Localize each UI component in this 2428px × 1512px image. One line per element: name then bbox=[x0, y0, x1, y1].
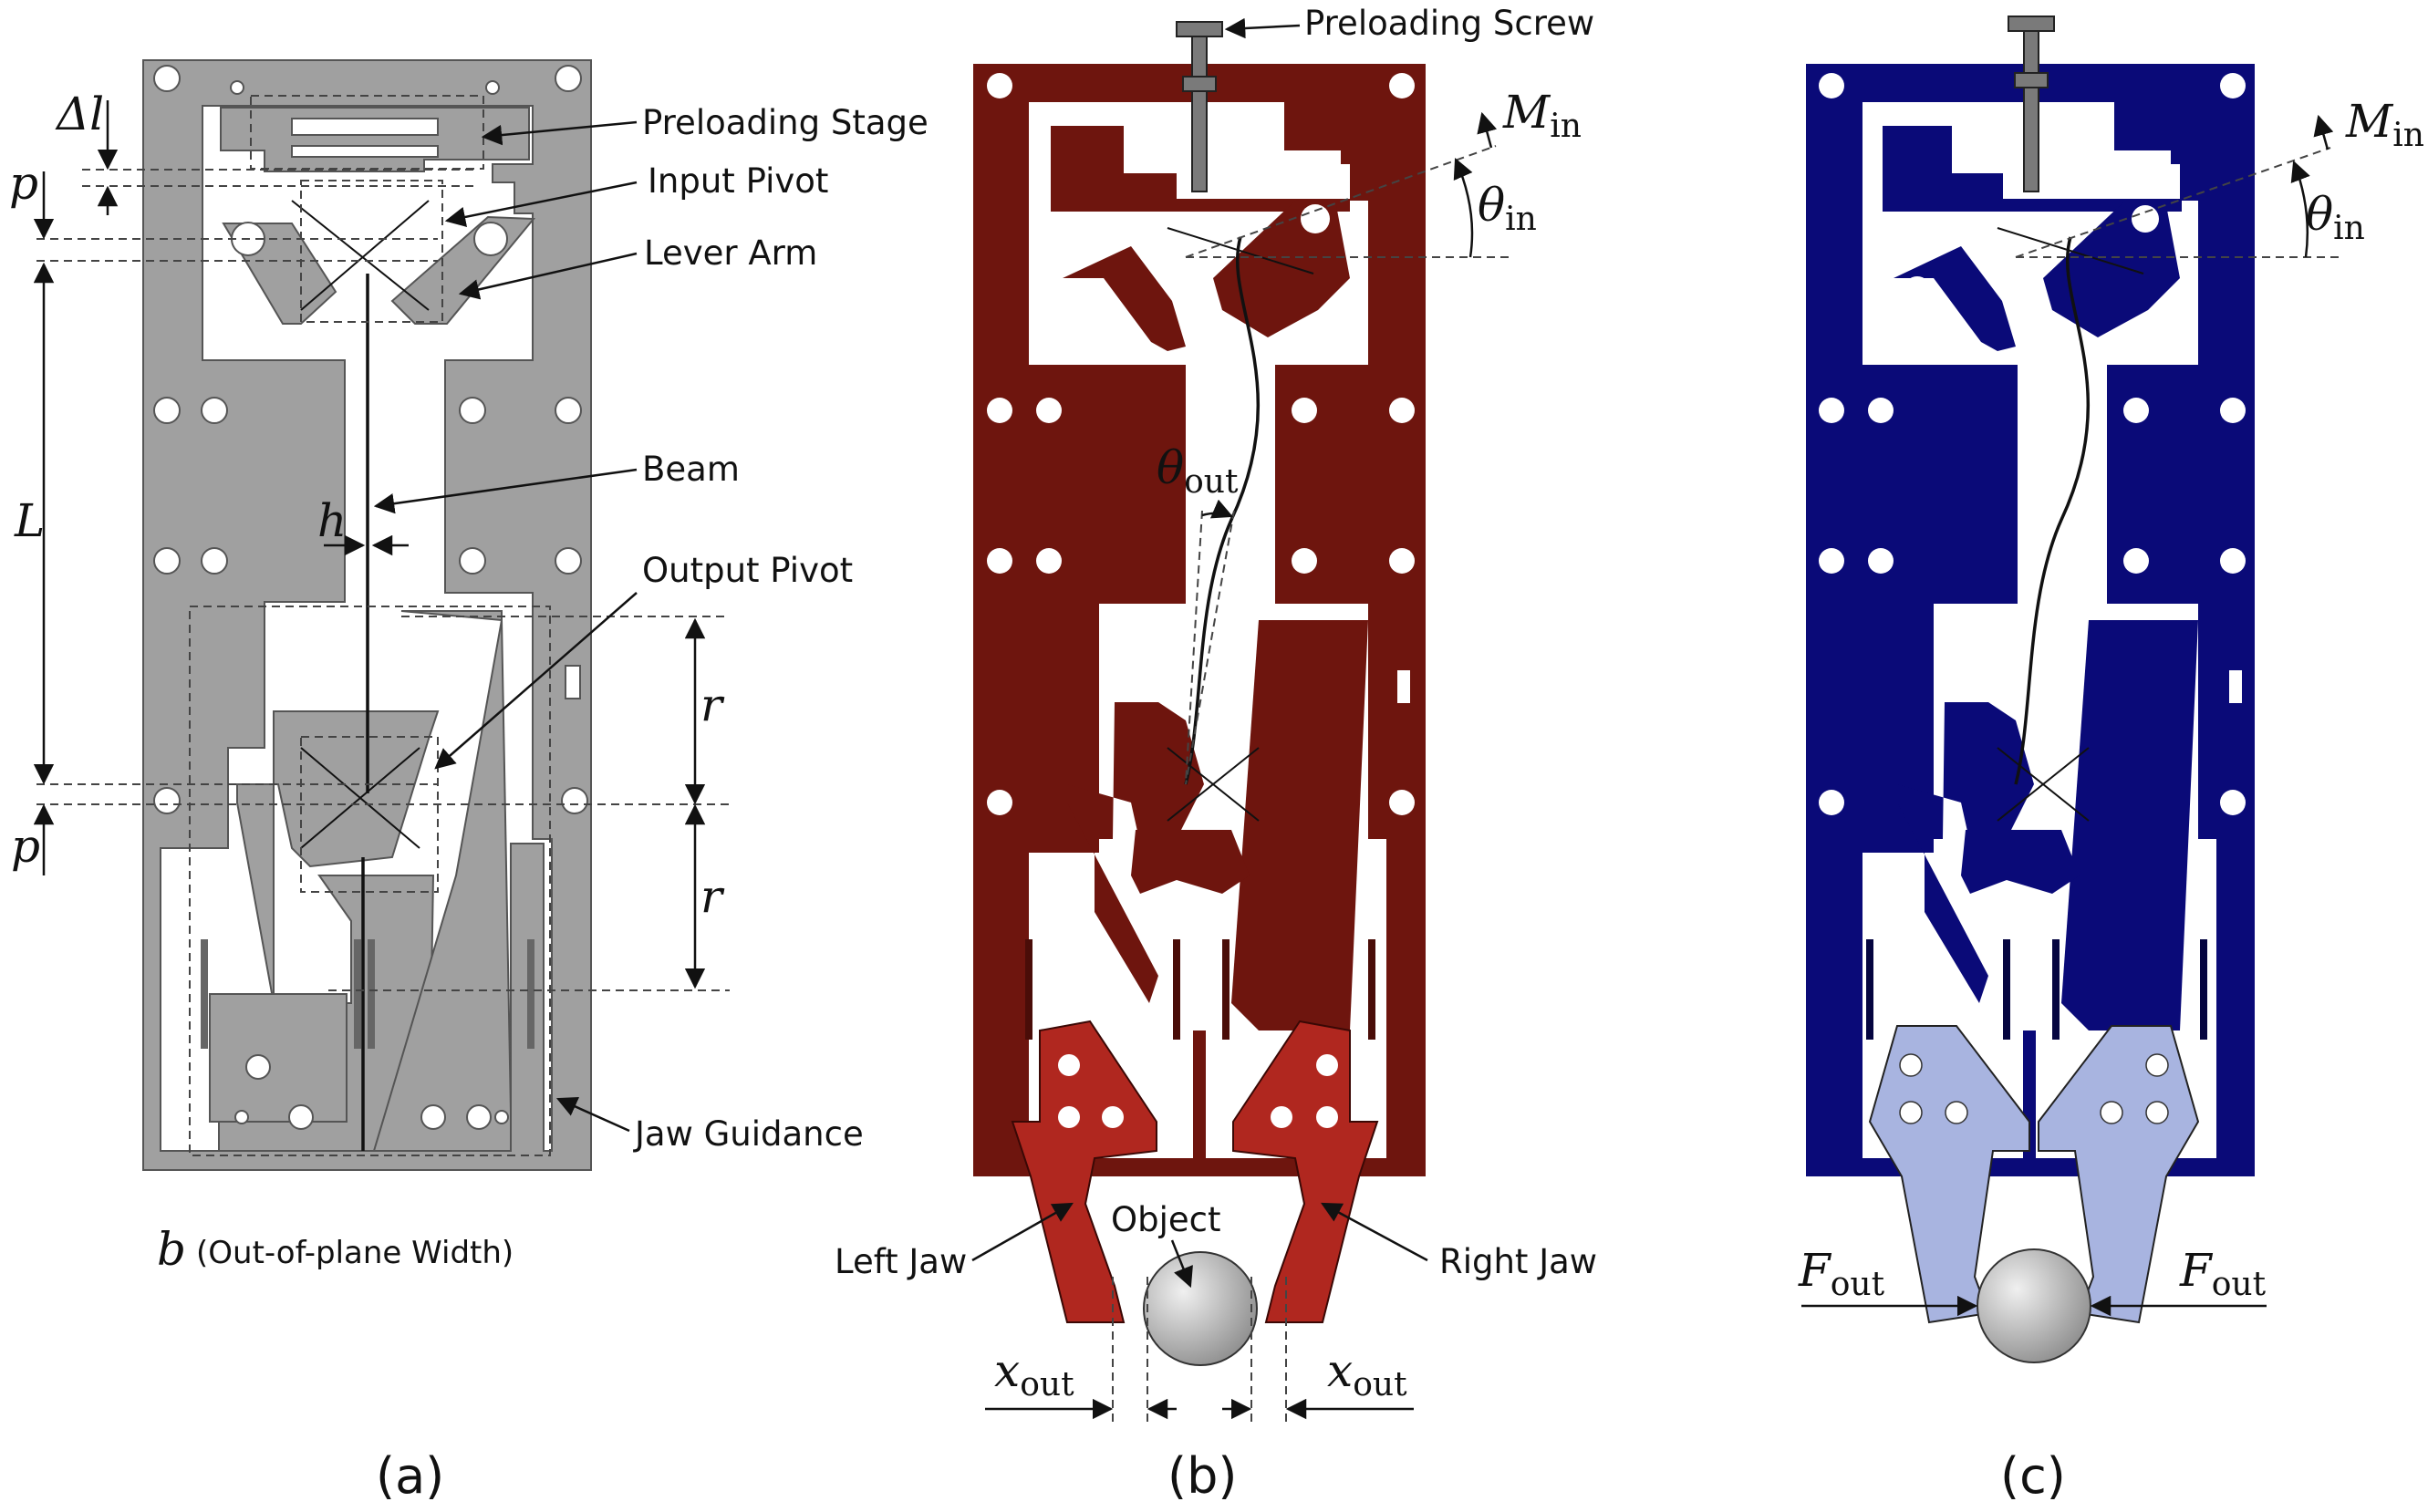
panel-b-annotations bbox=[971, 17, 1514, 1423]
symbol-x-out-left: xout bbox=[994, 1344, 1074, 1403]
panel-c-holes bbox=[1819, 73, 2246, 1124]
panel-a-leaders bbox=[373, 120, 638, 1133]
symbol-L: L bbox=[14, 494, 45, 547]
panel-a-dimensions bbox=[33, 100, 706, 989]
symbol-p-bottom: p bbox=[11, 820, 40, 873]
panel-b-jaws bbox=[1011, 1020, 1379, 1323]
caption-a: (a) bbox=[376, 1447, 444, 1505]
label-beam: Beam bbox=[642, 450, 740, 489]
symbol-theta-in-c: θin bbox=[2306, 188, 2365, 247]
panel-b-object bbox=[1143, 1251, 1258, 1366]
label-jaw-guidance: Jaw Guidance bbox=[633, 1114, 864, 1154]
panel-c: Min θin Fout Fout (c) bbox=[1798, 16, 2424, 1505]
label-input-pivot: Input Pivot bbox=[648, 161, 828, 201]
caption-c: (c) bbox=[2000, 1447, 2066, 1505]
symbol-theta-in-b: θin bbox=[1478, 179, 1537, 238]
symbol-r-upper: r bbox=[700, 678, 725, 731]
label-lever-arm: Lever Arm bbox=[644, 233, 817, 273]
symbol-M-in-b: Min bbox=[1502, 86, 1582, 145]
symbol-h: h bbox=[317, 494, 347, 547]
panel-b-holes bbox=[987, 73, 1415, 1128]
panel-c-preloading-screw bbox=[2008, 16, 2055, 192]
panel-c-jaws bbox=[1868, 1025, 2200, 1324]
panel-b-mechanism bbox=[1025, 126, 1375, 1040]
panel-a: Preloading Stage Input Pivot Lever Arm B… bbox=[9, 59, 929, 1505]
caption-b: (b) bbox=[1167, 1447, 1237, 1505]
panel-c-frame bbox=[1806, 64, 2255, 1176]
symbol-M-in-c: Min bbox=[2345, 95, 2424, 154]
symbol-delta-l: Δl bbox=[55, 88, 104, 140]
label-output-pivot: Output Pivot bbox=[642, 551, 853, 590]
label-preloading-stage: Preloading Stage bbox=[642, 103, 929, 142]
panel-b-frame bbox=[973, 64, 1426, 1176]
symbol-r-lower: r bbox=[700, 870, 725, 923]
panel-b-preloading-screw bbox=[1176, 21, 1223, 192]
panel-c-annotations bbox=[1801, 114, 2344, 1317]
label-right-jaw: Right Jaw bbox=[1439, 1242, 1597, 1281]
symbol-x-out-right: xout bbox=[1327, 1344, 1407, 1403]
panel-b: Preloading Screw Object Left Jaw Right J… bbox=[835, 4, 1597, 1505]
label-preloading-screw: Preloading Screw bbox=[1304, 4, 1594, 43]
symbol-p-top: p bbox=[9, 157, 38, 210]
panel-a-reference-lines bbox=[36, 169, 730, 991]
label-left-jaw: Left Jaw bbox=[835, 1242, 967, 1281]
label-object: Object bbox=[1111, 1200, 1221, 1239]
symbol-b: b bbox=[157, 1223, 186, 1276]
symbol-F-out-right: Fout bbox=[2179, 1244, 2267, 1303]
label-out-of-plane: (Out-of-plane Width) bbox=[196, 1235, 514, 1271]
panel-c-mechanism bbox=[1866, 126, 2207, 1040]
symbol-theta-out: θout bbox=[1157, 441, 1239, 501]
panel-c-object bbox=[1977, 1248, 2091, 1363]
panel-a-holes bbox=[153, 65, 588, 1130]
symbol-F-out-left: Fout bbox=[1798, 1244, 1885, 1303]
panel-a-dashed-regions bbox=[189, 95, 551, 1156]
